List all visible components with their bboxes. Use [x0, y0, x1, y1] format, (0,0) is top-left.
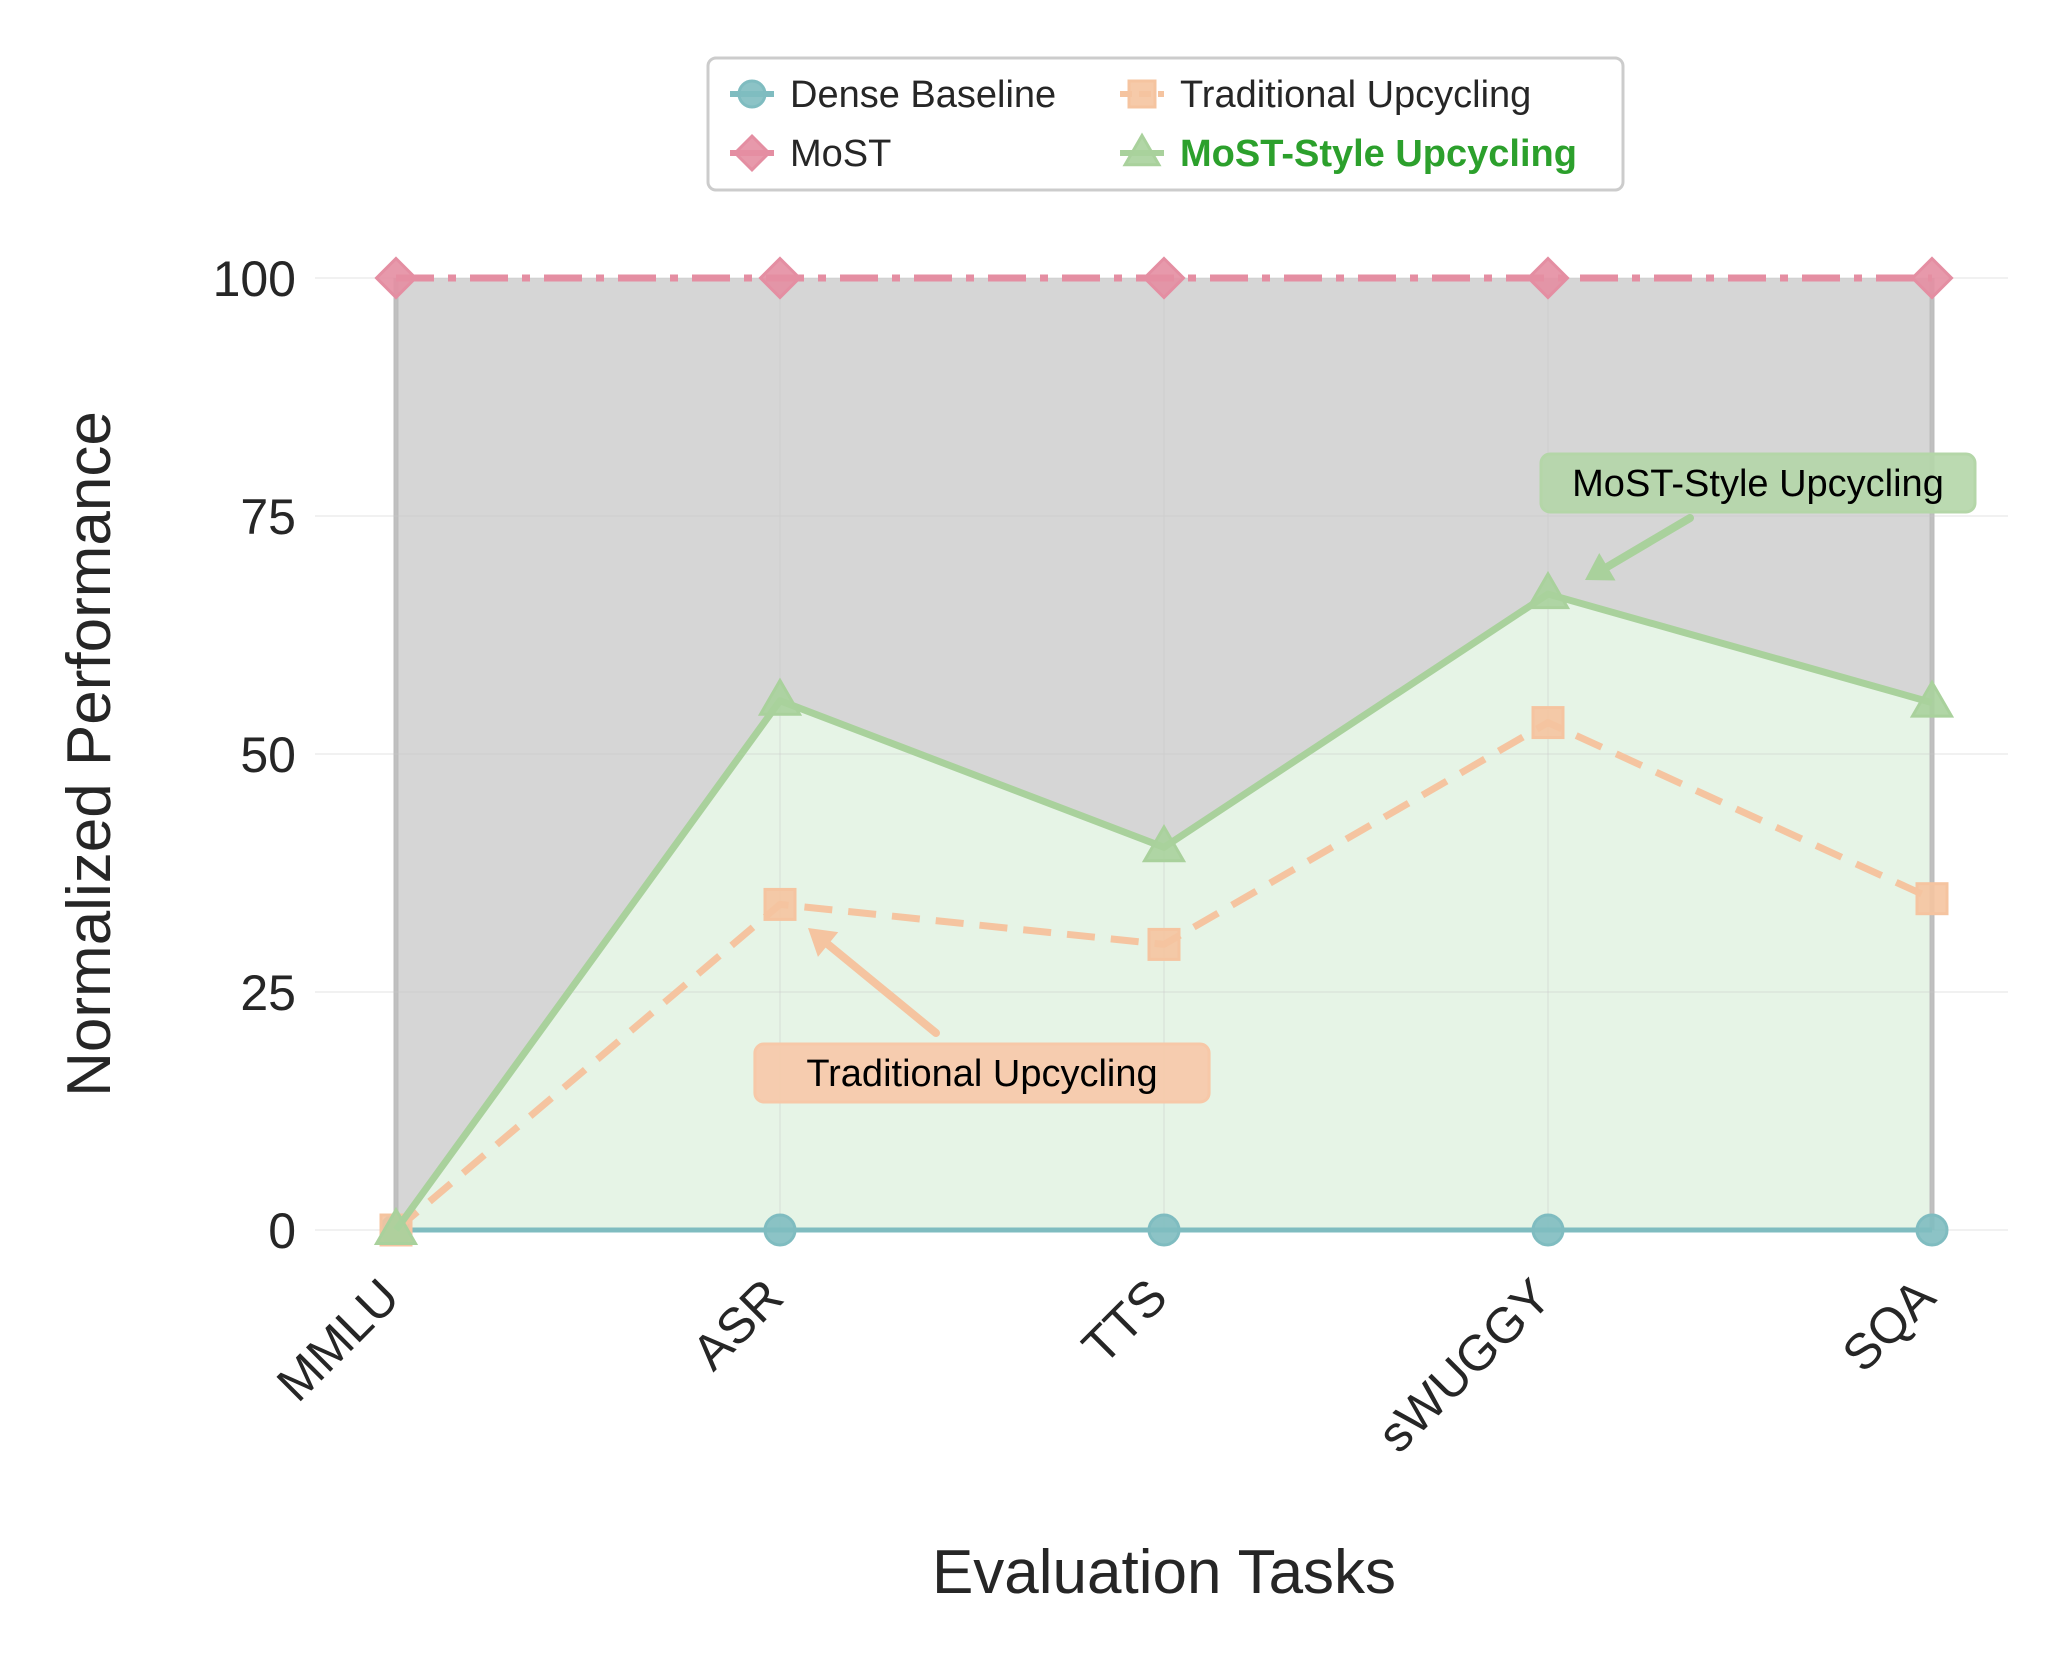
- legend-item-traditional-upcycling: Traditional Upcycling: [1120, 74, 1531, 116]
- data-point-most-sqa: [1910, 256, 1954, 300]
- legend-frame: [706, 56, 1625, 192]
- y-tick-label: 75: [240, 489, 296, 545]
- legend-label: Traditional Upcycling: [1180, 74, 1531, 116]
- annotation-arrow-shaft: [1603, 514, 1694, 571]
- annotation-arrow-shaft: [824, 940, 940, 1037]
- area-fills: [393, 278, 1935, 1230]
- legend-item-most: MoST: [730, 133, 891, 175]
- series-most-style-upcycling: [373, 570, 1955, 1245]
- legend: Dense Baseline Traditional Upcycling MoST M…: [706, 56, 1625, 192]
- annotation-arrow-head: [1585, 553, 1616, 581]
- data-point-most-style-upcycling-asr: [757, 677, 803, 716]
- legend-label: Dense Baseline: [790, 74, 1056, 116]
- data-point-dense-baseline-asr: [763, 1213, 797, 1247]
- x-tick-label: ASR: [681, 1268, 793, 1380]
- annotations: MoST-Style Upcycling Traditional Upcyclin…: [753, 452, 1977, 1104]
- x-axis-label: Evaluation Tasks: [932, 1538, 1396, 1607]
- data-point-most-style-upcycling-sqa: [1909, 679, 1955, 718]
- y-tick-label: 25: [240, 965, 296, 1021]
- x-tick-label: sWUGGY: [1367, 1268, 1562, 1463]
- legend-label: MoST: [790, 133, 891, 175]
- y-tick-label: 50: [240, 727, 296, 783]
- annotation-text: MoST-Style Upcycling: [1572, 463, 1944, 505]
- data-point-traditional-upcycling-swuggy: [1531, 706, 1565, 740]
- y-tick-label: 100: [213, 251, 296, 307]
- data-point-traditional-upcycling-sqa: [1915, 882, 1949, 916]
- legend-item-dense-baseline: Dense Baseline: [730, 74, 1056, 116]
- data-point-traditional-upcycling-tts: [1147, 927, 1181, 961]
- data-point-most-swuggy: [1526, 256, 1570, 300]
- data-point-most-mmlu: [374, 256, 418, 300]
- legend-swatch-marker: [1127, 79, 1157, 109]
- data-point-dense-baseline-tts: [1147, 1213, 1181, 1247]
- annotation-text: Traditional Upcycling: [806, 1053, 1157, 1095]
- annotation-box: [1539, 452, 1977, 514]
- series-lines: [373, 256, 1955, 1247]
- legend-label: MoST-Style Upcycling: [1180, 133, 1577, 175]
- y-tick-label: 0: [268, 1203, 296, 1259]
- data-point-dense-baseline-swuggy: [1531, 1213, 1565, 1247]
- y-axis-label: Normalized Performance: [55, 411, 124, 1097]
- data-point-most-style-upcycling-mmlu: [373, 1206, 419, 1245]
- annotation-most-style-upcycling: MoST-Style Upcycling: [1539, 452, 1977, 581]
- annotation-arrow-head: [808, 928, 839, 957]
- legend-swatch-marker: [1122, 132, 1162, 167]
- annotation-box: [753, 1042, 1211, 1104]
- legend-item-most-style-upcycling: MoST-Style Upcycling: [1120, 132, 1577, 175]
- x-tick-label: TTS: [1071, 1268, 1177, 1374]
- annotation-traditional-upcycling: Traditional Upcycling: [753, 928, 1211, 1104]
- legend-swatch-marker: [732, 133, 772, 173]
- data-point-most-style-upcycling-swuggy: [1525, 570, 1571, 610]
- x-tick-label: MMLU: [266, 1268, 410, 1412]
- series-most: [374, 256, 1954, 300]
- data-point-most-style-upcycling-tts: [1141, 824, 1187, 863]
- legend-swatch-marker: [737, 79, 767, 109]
- x-tick-label: SQA: [1832, 1268, 1947, 1383]
- data-point-most-tts: [1142, 256, 1186, 300]
- data-point-most-asr: [758, 256, 802, 300]
- data-point-dense-baseline-sqa: [1915, 1213, 1949, 1247]
- data-point-traditional-upcycling-asr: [763, 887, 797, 921]
